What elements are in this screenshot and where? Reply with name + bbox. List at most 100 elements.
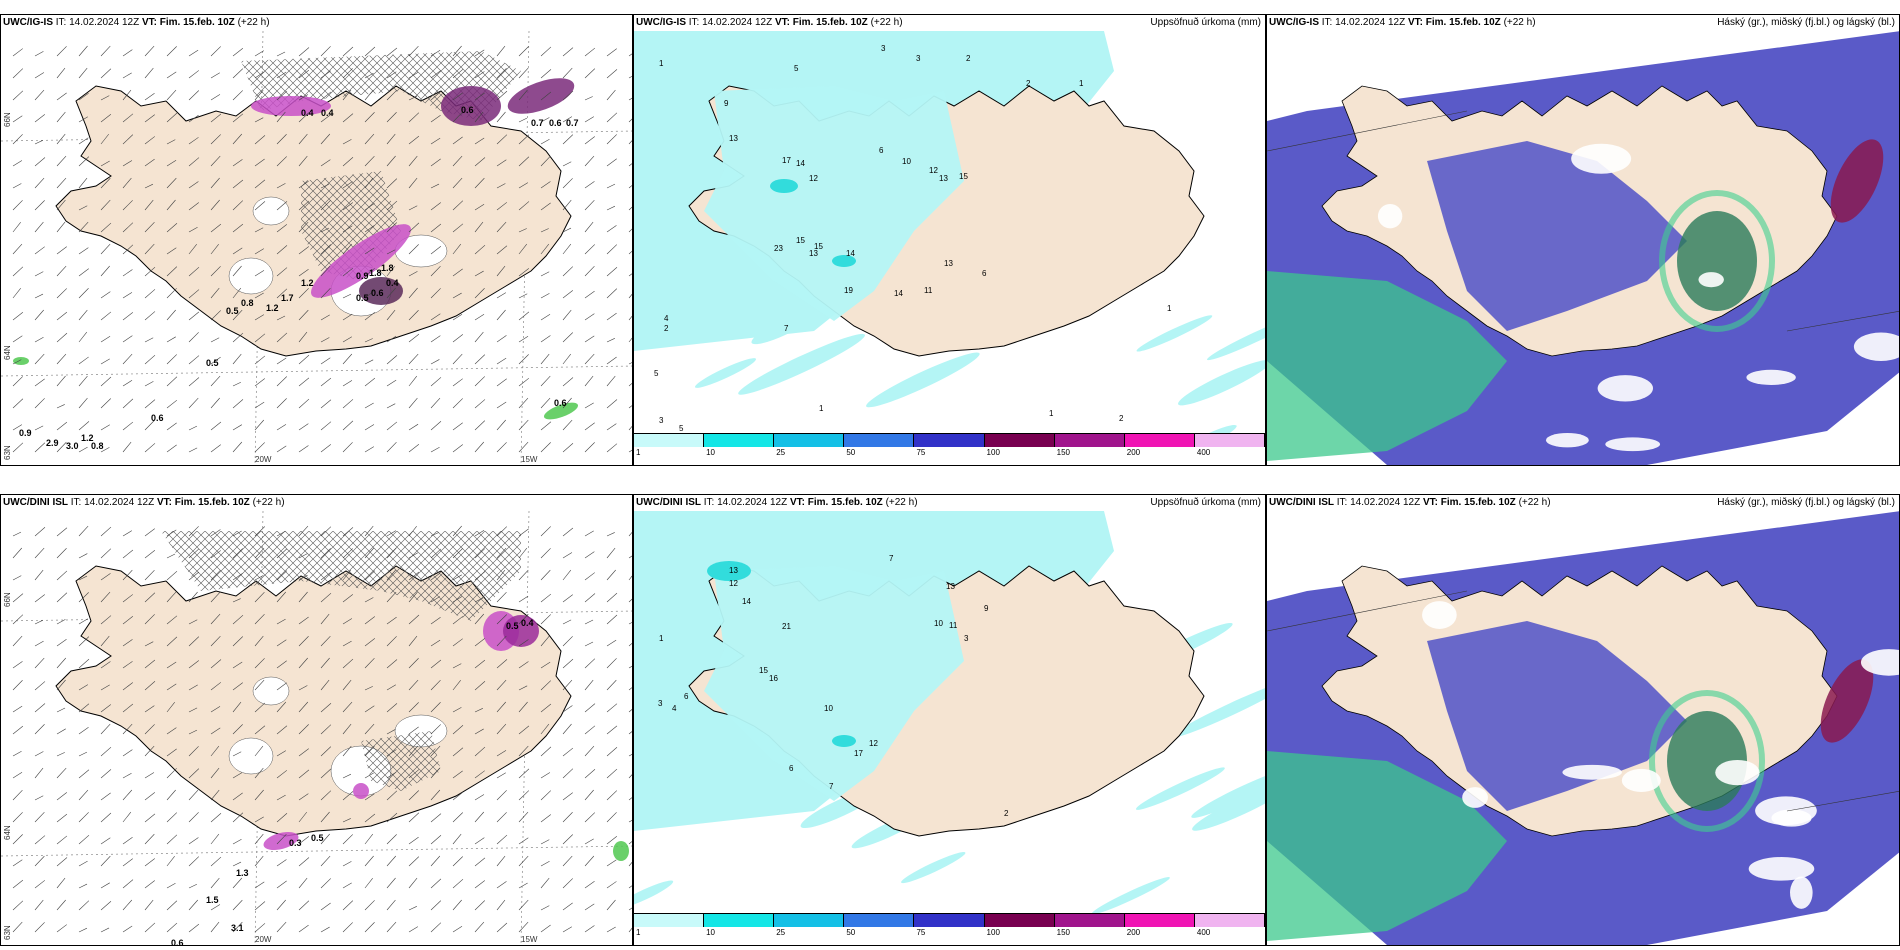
wind-barb [166,139,176,145]
wind-barb [34,89,45,101]
wind-barb [386,309,396,321]
wind-barb [34,527,46,537]
cloud-map-svg [1267,31,1899,465]
precip-map-svg: 1346713121421161510171213910113214567 [634,511,1265,925]
wind-barb [210,682,222,691]
wind-barb [518,811,529,823]
wind-barb [320,926,330,933]
wind-barb [540,661,551,669]
value-label: 0.5 [206,358,219,368]
wind-barb [144,443,156,453]
wind-barb [122,335,133,343]
wind-barb [584,551,595,559]
wind-barb [408,856,420,867]
wind-barb [56,111,66,123]
wind-barb [562,199,572,211]
graticule-line [254,31,264,465]
colorbar-label: 50 [846,928,856,937]
lat-label-66n: 66N [3,592,12,607]
value-label: 13 [809,249,818,258]
wind-barb [210,94,221,101]
wind-barb [584,641,594,647]
wind-barb [562,227,572,233]
mid-cloud-dark-red [1820,659,1874,743]
wind-barb [562,353,572,365]
wind-barb [496,221,507,233]
wind-barb [628,97,632,101]
value-label: 0.7 [566,118,579,128]
wind-barb [342,313,353,321]
wind-barb [320,337,330,343]
wind-barb [276,570,288,581]
value-label: 0.4 [301,108,314,118]
value-label: 0.6 [171,938,184,945]
wind-barb [56,792,68,801]
wind-barb [188,684,198,691]
wind-barb [298,180,309,189]
wind-barb [628,75,632,79]
wind-barb [518,354,529,365]
wind-barb [232,382,241,387]
value-label: 0.4 [321,108,334,118]
wind-barb [452,45,462,57]
wind-barb [78,789,89,801]
value-label: 6 [684,692,689,701]
wind-barb [100,661,111,669]
wind-barb [166,591,177,603]
wind-barb [430,767,441,779]
value-label: 7 [889,554,894,563]
wind-barb [144,880,155,889]
wind-barb [34,922,45,933]
wind-barb [232,812,244,823]
value-label: 10 [824,704,833,713]
wind-barb [188,768,200,779]
wind-barb [320,724,332,735]
wind-barb [562,723,572,735]
wind-barb [210,113,222,123]
wind-barb [188,181,199,189]
wind-barb [430,313,441,321]
wind-barb [254,575,264,581]
wind-barb [144,792,156,801]
wind-barb [210,444,221,453]
wind-barb [100,635,110,647]
wind-barb [496,834,508,845]
glacier [252,196,290,226]
wind-barb [562,855,573,867]
wind-barb [628,228,632,233]
wind-barb [12,859,23,867]
panel-title: UWC/IG-IS IT: 14.02.2024 12Z VT: Fim. 15… [3,17,270,28]
wind-barb [166,309,176,321]
wind-barb [430,223,442,233]
wind-barb [518,397,529,409]
wind-barb [166,789,176,801]
wind-barb [56,857,68,867]
wind-barb [56,92,67,101]
wind-barb [166,422,177,431]
wind-barb [430,639,441,647]
colorbar-swatch: 150 [1054,434,1125,457]
wind-barb [606,569,616,581]
wind-barb [628,185,632,189]
value-label: 0.8 [241,298,254,308]
wind-barb [386,877,396,889]
wind-barb [540,421,552,431]
colorbar-swatch: 75 [914,434,985,457]
wind-barb [100,792,111,801]
wind-barb [430,813,442,823]
value-label: 12 [869,739,878,748]
colorbar-label: 400 [1196,448,1211,457]
wind-barb [474,270,484,277]
wind-barb [320,421,332,431]
wind-barb [276,794,286,801]
wind-barb [56,311,68,321]
wind-barb [232,179,244,189]
wind-barb [320,746,332,757]
wind-barb [254,702,266,713]
wind-barb [188,707,198,713]
wind-barb [452,525,462,537]
wind-barb [430,115,441,123]
wind-barb [364,311,376,321]
wind-barb [408,353,419,365]
